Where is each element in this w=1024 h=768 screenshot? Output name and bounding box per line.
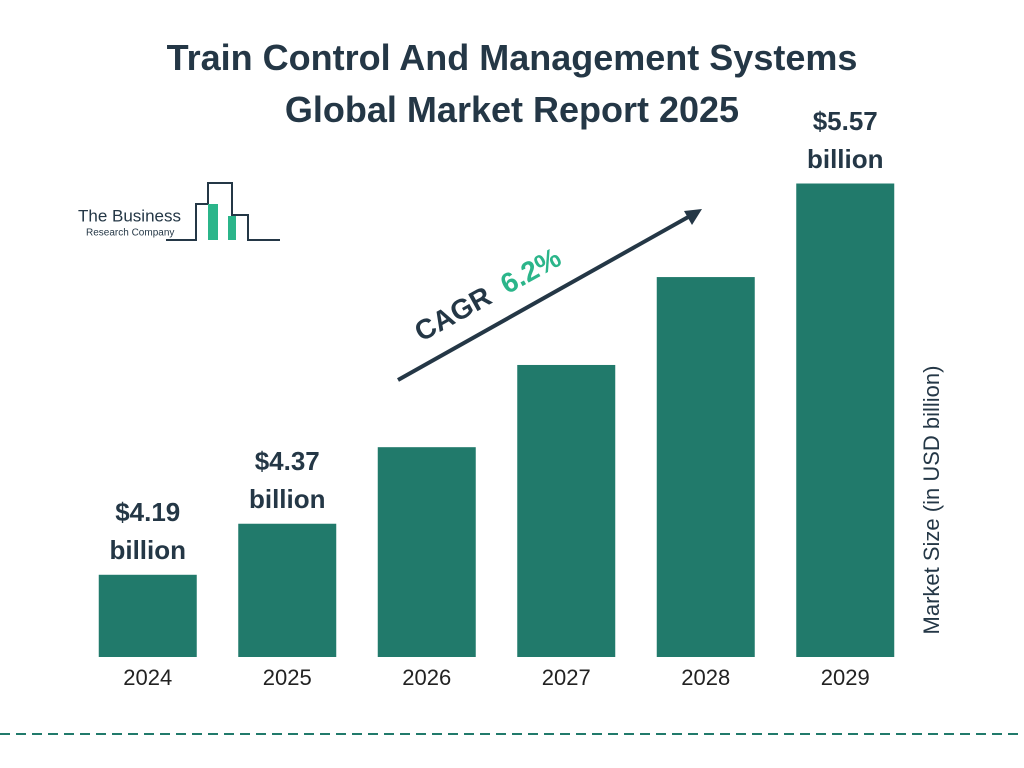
bar — [517, 364, 616, 657]
value-label: $4.19 billion — [109, 496, 187, 565]
bar — [377, 447, 476, 657]
bar — [796, 183, 895, 657]
cagr-label: CAGR — [409, 281, 496, 348]
bar — [98, 574, 197, 657]
x-tick-label: 2026 — [402, 665, 451, 690]
value-label: $5.57 billion — [806, 105, 884, 174]
cagr-arrowhead — [684, 209, 702, 225]
y-axis-label: Market Size (in USD billion) — [919, 366, 944, 635]
logo-subtext: Research Company — [86, 228, 174, 239]
x-tick-label: 2027 — [542, 665, 591, 690]
cagr-text: CAGR 6.2% — [409, 242, 566, 348]
x-tick-label: 2029 — [821, 665, 870, 690]
cagr-arrow — [397, 214, 691, 382]
x-tick-label: 2025 — [263, 665, 312, 690]
logo-text: The Business — [78, 206, 181, 225]
logo: The Business Research Company — [78, 182, 280, 241]
x-tick-label: 2028 — [681, 665, 730, 690]
chart-title: Train Control And Management Systems Glo… — [166, 37, 858, 130]
bar — [238, 523, 337, 657]
x-tick-label: 2024 — [123, 665, 172, 690]
value-label: $4.37 billion — [248, 445, 326, 514]
bar — [656, 277, 755, 657]
